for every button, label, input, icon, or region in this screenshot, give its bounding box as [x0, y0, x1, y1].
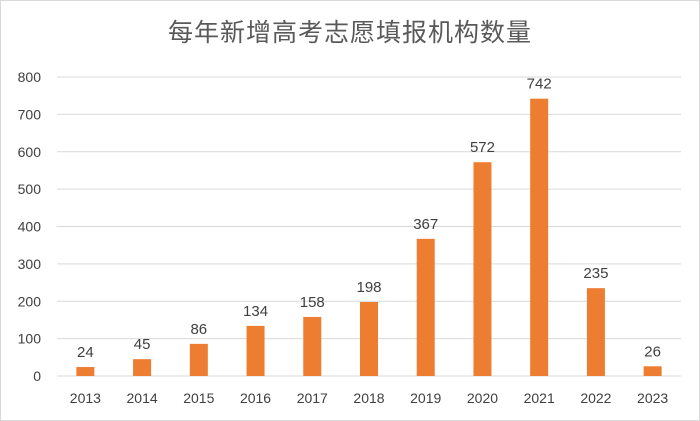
bar-2018 — [360, 301, 378, 376]
y-tick-label-800: 800 — [18, 69, 42, 85]
x-tick-label-2023: 2023 — [637, 390, 668, 406]
data-label-2013: 24 — [77, 344, 94, 361]
data-label-2016: 134 — [243, 303, 268, 320]
y-tick-label-200: 200 — [18, 293, 42, 309]
y-tick-label-300: 300 — [18, 256, 42, 272]
bar-2019 — [416, 238, 435, 376]
data-label-2021: 742 — [527, 76, 552, 93]
bar-2013 — [76, 367, 95, 376]
bar-2022 — [586, 288, 605, 376]
bar-2020 — [473, 162, 492, 376]
bar-2014 — [133, 359, 152, 376]
bar-2023 — [643, 366, 662, 376]
data-label-2020: 572 — [470, 139, 495, 156]
y-tick-label-400: 400 — [18, 219, 42, 235]
y-tick-label-100: 100 — [18, 331, 42, 347]
data-label-2017: 158 — [300, 294, 325, 311]
x-tick-label-2017: 2017 — [297, 390, 328, 406]
y-tick-label-0: 0 — [33, 368, 41, 384]
bar-2015 — [189, 343, 208, 376]
data-label-2015: 86 — [190, 321, 207, 338]
bar-2016 — [246, 325, 265, 376]
data-label-2022: 235 — [583, 265, 608, 282]
bar-2021 — [530, 98, 549, 377]
data-label-2018: 198 — [356, 279, 381, 296]
x-tick-label-2019: 2019 — [410, 390, 441, 406]
x-tick-label-2022: 2022 — [580, 390, 611, 406]
x-tick-label-2018: 2018 — [353, 390, 384, 406]
data-label-2014: 45 — [134, 336, 151, 353]
x-tick-label-2016: 2016 — [240, 390, 271, 406]
y-tick-label-600: 600 — [18, 144, 42, 160]
y-tick-label-500: 500 — [18, 181, 42, 197]
x-tick-label-2015: 2015 — [183, 390, 214, 406]
data-label-2019: 367 — [413, 216, 438, 233]
bar-2017 — [303, 316, 322, 376]
x-tick-label-2013: 2013 — [70, 390, 101, 406]
data-label-2023: 26 — [644, 343, 661, 360]
x-tick-label-2021: 2021 — [524, 390, 555, 406]
y-tick-label-700: 700 — [18, 106, 42, 122]
chart-title: 每年新增高考志愿填报机构数量 — [167, 18, 532, 47]
x-tick-label-2014: 2014 — [127, 390, 158, 406]
x-tick-label-2020: 2020 — [467, 390, 498, 406]
